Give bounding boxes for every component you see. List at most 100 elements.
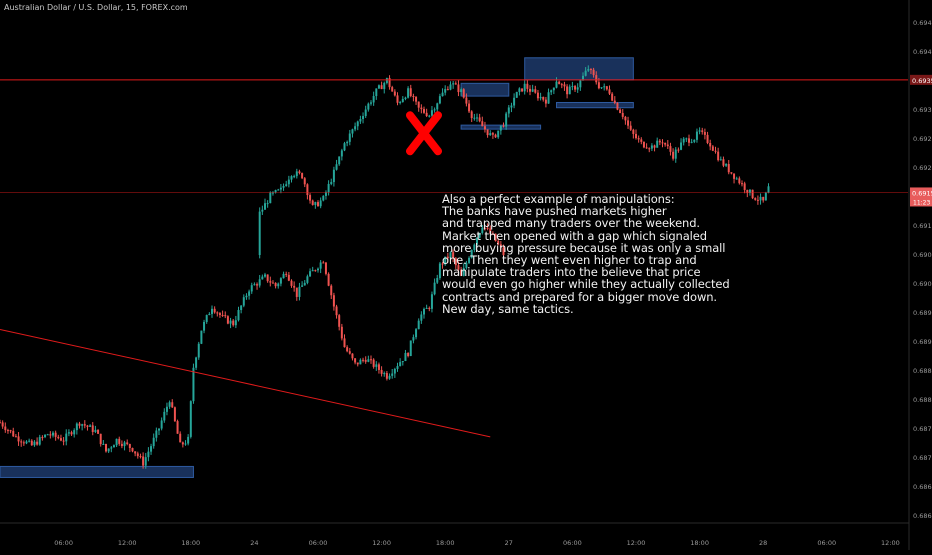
candle[interactable] — [436, 102, 439, 112]
candle[interactable] — [179, 431, 182, 443]
candle[interactable] — [401, 360, 404, 366]
candle[interactable] — [380, 366, 383, 377]
candle[interactable] — [110, 446, 113, 453]
candle[interactable] — [83, 420, 86, 429]
candle[interactable] — [523, 80, 526, 95]
candle[interactable] — [664, 142, 667, 147]
candle[interactable] — [603, 83, 606, 91]
candle[interactable] — [195, 356, 198, 371]
candle[interactable] — [17, 432, 20, 446]
candle[interactable] — [393, 367, 396, 378]
candle[interactable] — [338, 314, 341, 331]
candle[interactable] — [203, 319, 206, 334]
candle[interactable] — [383, 81, 386, 94]
candle[interactable] — [497, 238, 500, 246]
candle[interactable] — [54, 430, 57, 441]
candle[interactable] — [126, 439, 129, 446]
candle[interactable] — [385, 371, 388, 381]
candle[interactable] — [552, 87, 555, 95]
candle[interactable] — [444, 256, 447, 266]
candle[interactable] — [587, 65, 590, 72]
candle[interactable] — [134, 451, 137, 457]
candle[interactable] — [120, 440, 123, 449]
candle[interactable] — [351, 128, 354, 138]
candle[interactable] — [454, 81, 457, 85]
candle[interactable] — [690, 138, 693, 144]
candle[interactable] — [237, 306, 240, 322]
candle[interactable] — [340, 148, 343, 161]
candle[interactable] — [417, 318, 420, 330]
candle[interactable] — [155, 427, 158, 442]
candle[interactable] — [473, 113, 476, 121]
candle[interactable] — [489, 225, 492, 235]
candle[interactable] — [152, 433, 155, 449]
candle[interactable] — [367, 355, 370, 363]
candle[interactable] — [680, 138, 683, 151]
candle[interactable] — [741, 180, 743, 187]
candle[interactable] — [375, 88, 378, 100]
candle[interactable] — [452, 80, 455, 89]
candle[interactable] — [295, 287, 298, 301]
candle[interactable] — [359, 115, 362, 124]
candle[interactable] — [256, 282, 259, 290]
candle[interactable] — [457, 80, 460, 97]
candle[interactable] — [452, 249, 455, 263]
candle[interactable] — [754, 197, 757, 201]
candle[interactable] — [118, 436, 121, 446]
candle[interactable] — [454, 257, 457, 269]
candle[interactable] — [717, 147, 720, 162]
candle[interactable] — [293, 281, 296, 292]
candle[interactable] — [388, 75, 391, 90]
candle[interactable] — [317, 200, 319, 207]
candle[interactable] — [12, 427, 15, 437]
candle[interactable] — [285, 180, 288, 187]
top-zone-lower[interactable] — [556, 101, 634, 109]
gap-zone-top[interactable] — [460, 82, 510, 97]
candle[interactable] — [589, 68, 592, 75]
candle[interactable] — [423, 106, 425, 114]
candle[interactable] — [274, 189, 277, 194]
candle[interactable] — [213, 306, 216, 314]
candle[interactable] — [187, 434, 190, 446]
candle[interactable] — [160, 417, 163, 431]
candle[interactable] — [282, 271, 285, 279]
candle[interactable] — [746, 189, 749, 198]
candle[interactable] — [181, 441, 184, 448]
candle[interactable] — [229, 317, 232, 329]
candle[interactable] — [661, 139, 664, 148]
candle[interactable] — [317, 267, 319, 273]
candle[interactable] — [22, 440, 25, 446]
candle[interactable] — [158, 428, 160, 436]
candle[interactable] — [78, 421, 81, 429]
candle[interactable] — [383, 371, 386, 377]
candle[interactable] — [348, 129, 351, 146]
candle[interactable] — [377, 362, 380, 374]
candle[interactable] — [322, 195, 325, 202]
candle[interactable] — [658, 138, 661, 146]
candle[interactable] — [192, 363, 195, 404]
candle[interactable] — [481, 225, 484, 235]
candle[interactable] — [62, 437, 65, 446]
candle[interactable] — [428, 114, 431, 118]
candle[interactable] — [322, 260, 325, 264]
candle[interactable] — [208, 312, 211, 316]
candle[interactable] — [722, 156, 725, 168]
candle[interactable] — [165, 402, 168, 416]
candle[interactable] — [142, 452, 145, 469]
candle[interactable] — [364, 105, 367, 118]
candle[interactable] — [271, 280, 274, 284]
candle[interactable] — [595, 71, 598, 85]
candle[interactable] — [370, 355, 372, 364]
candle[interactable] — [348, 348, 351, 355]
candle[interactable] — [224, 311, 227, 319]
candle[interactable] — [41, 435, 44, 441]
candle[interactable] — [438, 93, 441, 105]
candle[interactable] — [211, 305, 213, 318]
candle[interactable] — [457, 261, 460, 274]
candle[interactable] — [346, 345, 349, 353]
candle[interactable] — [621, 108, 624, 120]
candle[interactable] — [277, 188, 280, 191]
candle[interactable] — [584, 67, 587, 77]
candle[interactable] — [685, 137, 688, 143]
